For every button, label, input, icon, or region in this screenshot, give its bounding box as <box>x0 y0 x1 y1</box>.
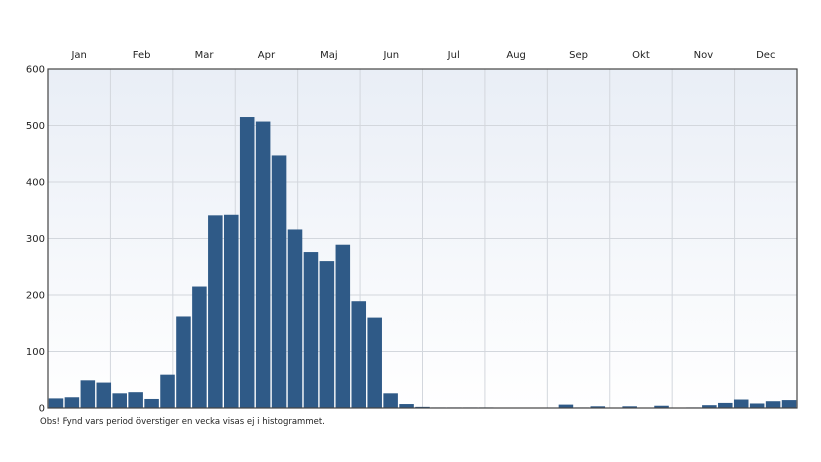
month-label: Sep <box>569 50 588 61</box>
month-label: Jan <box>70 50 86 61</box>
histogram-bar <box>112 393 127 408</box>
month-label: Aug <box>506 50 526 61</box>
histogram-bar <box>558 404 574 408</box>
histogram-bar <box>367 317 382 408</box>
y-tick-label: 0 <box>39 404 45 415</box>
histogram-bar <box>160 374 175 408</box>
y-tick-label: 600 <box>26 65 45 76</box>
histogram-bar <box>208 215 223 408</box>
histogram-bar <box>733 399 749 408</box>
histogram-bar <box>351 301 367 408</box>
histogram-bar <box>303 252 319 408</box>
month-label: Jun <box>382 50 399 61</box>
month-label: Nov <box>694 50 714 61</box>
month-label: Apr <box>258 50 276 61</box>
histogram-bar <box>271 155 287 408</box>
histogram-bar <box>765 401 781 408</box>
y-tick-label: 500 <box>26 121 45 132</box>
histogram-bar <box>239 117 255 409</box>
histogram-bar <box>96 382 112 408</box>
month-label: Okt <box>632 50 650 61</box>
histogram-bar <box>718 402 733 408</box>
month-label: Feb <box>133 50 151 61</box>
histogram-bar <box>128 392 143 408</box>
histogram-bar <box>80 380 96 408</box>
y-axis-ticks: 0 100 200 300 400 500 600 <box>26 65 45 415</box>
histogram-bar <box>383 393 398 408</box>
bars <box>48 117 797 409</box>
y-tick-label: 200 <box>26 291 45 302</box>
y-tick-label: 400 <box>26 178 45 189</box>
histogram-bar <box>654 405 669 408</box>
histogram-bar <box>176 316 191 408</box>
histogram-bar <box>287 229 303 408</box>
histogram-bar <box>749 403 765 408</box>
y-tick-label: 100 <box>26 347 45 358</box>
histogram-bar <box>622 406 637 408</box>
histogram-bar <box>335 244 351 408</box>
histogram-bar <box>144 398 159 408</box>
histogram-bar <box>781 400 797 408</box>
histogram-bar <box>702 405 717 408</box>
histogram-bar <box>319 261 335 408</box>
month-label: Jul <box>447 50 460 61</box>
histogram-bar <box>64 397 80 408</box>
month-label: Mar <box>195 50 215 61</box>
histogram-bar <box>48 398 64 408</box>
month-label: Dec <box>756 50 775 61</box>
y-tick-label: 300 <box>26 234 45 245</box>
grid-lines <box>48 69 797 408</box>
footnote: Obs! Fynd vars period överstiger en veck… <box>40 417 325 427</box>
histogram-bar <box>223 214 239 408</box>
histogram-bar <box>399 404 414 408</box>
x-axis-month-labels: Jan Feb Mar Apr Maj Jun Jul Aug Sep Okt Nov Dec <box>70 50 775 61</box>
histogram-bar <box>255 121 271 409</box>
month-label: Maj <box>320 50 338 61</box>
plot-frame <box>47 68 798 409</box>
histogram-bar <box>192 286 207 408</box>
histogram-bar <box>590 406 606 408</box>
